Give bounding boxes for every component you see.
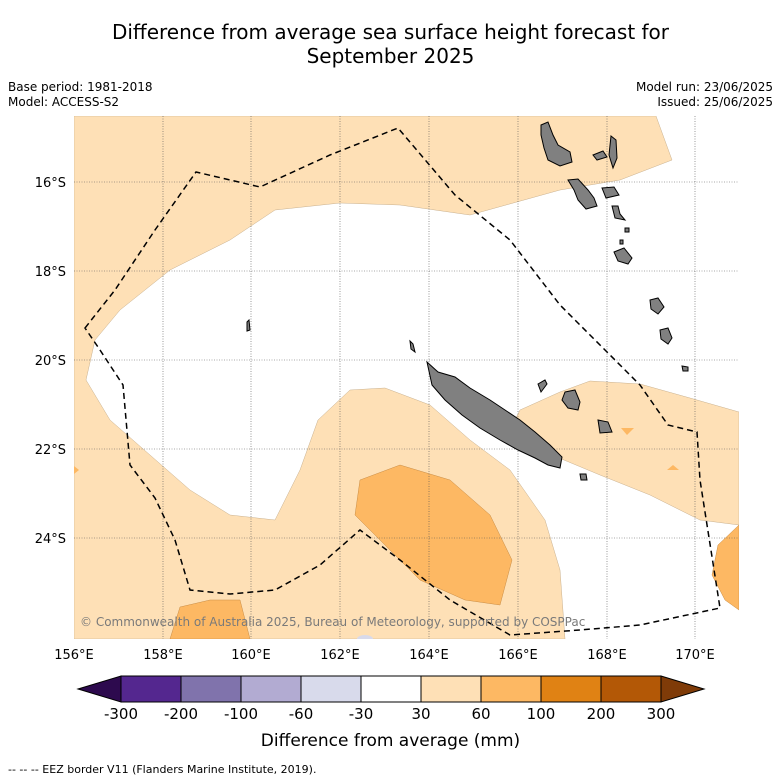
islet-4 — [537, 379, 548, 394]
lat-label-22s: 22°S — [35, 443, 66, 458]
lon-label-166e: 166°E — [498, 648, 538, 663]
colorbar-tick-6: 30 — [411, 705, 431, 723]
vanuatu-island-9 — [659, 327, 673, 345]
islet-3 — [409, 339, 416, 354]
vanuatu-island-3 — [608, 135, 618, 170]
vanuatu-island-2 — [592, 150, 608, 161]
colorbar-bin-5 — [360, 675, 422, 703]
colorbar-tick-8: 100 — [526, 705, 556, 723]
lat-label-20s: 20°S — [35, 354, 66, 369]
anomaly-60-100-south — [169, 599, 251, 639]
lon-label-156e: 156°E — [54, 648, 94, 663]
anomaly-60-100-small-2 — [667, 465, 679, 470]
colorbar-tick-1: -300 — [103, 705, 139, 723]
colorbar-tick-10: 300 — [646, 705, 676, 723]
lon-label-160e: 160°E — [231, 648, 271, 663]
lat-label-24s: 24°S — [35, 532, 66, 547]
colorbar-bin-8 — [540, 675, 602, 703]
loyalty-island-1 — [561, 389, 581, 411]
colorbar-tick-9: 200 — [586, 705, 616, 723]
lat-label-18s: 18°S — [35, 265, 66, 280]
colorbar-bin-6 — [420, 675, 482, 703]
lon-label-164e: 164°E — [409, 648, 449, 663]
vanuatu-island-6 — [611, 205, 627, 221]
anomaly-60-100-small-3 — [74, 466, 79, 474]
title-line-1: Difference from average sea surface heig… — [111, 20, 670, 44]
base-period-text: Base period: 1981-2018 — [8, 80, 153, 94]
colorbar-tick-7: 60 — [471, 705, 491, 723]
colorbar-bin-9 — [600, 675, 662, 703]
colorbar-tick-3: -100 — [223, 705, 259, 723]
map-area: © Commonwealth of Australia 2025, Bureau… — [74, 116, 739, 639]
vanuatu-island-1 — [540, 121, 573, 167]
anomaly-negative-small — [357, 635, 373, 639]
colorbar-bin-4 — [300, 675, 362, 703]
colorbar-tick-4: -60 — [288, 705, 314, 723]
islet-2 — [246, 318, 251, 332]
colorbar-bin-7 — [480, 675, 542, 703]
title-line-2: September 2025 — [306, 44, 475, 68]
colorbar — [76, 675, 706, 703]
anomaly-60-100-small-1 — [621, 428, 634, 435]
loyalty-island-2 — [597, 419, 613, 434]
anomaly-60-100-east — [711, 524, 739, 611]
vanuatu-island-8 — [649, 297, 665, 315]
issued-text: Issued: 25/06/2025 — [657, 95, 773, 109]
colorbar-bin-2 — [180, 675, 242, 703]
meta-left: Base period: 1981-2018 Model: ACCESS-S2 — [8, 80, 153, 110]
colorbar-extend-high — [660, 675, 706, 703]
longitude-labels: 156°E 158°E 160°E 162°E 164°E 166°E 168°… — [54, 648, 715, 663]
lon-label-168e: 168°E — [587, 648, 627, 663]
meta-right: Model run: 23/06/2025 Issued: 25/06/2025 — [636, 80, 773, 110]
landmasses — [246, 121, 689, 481]
islet-5 — [624, 227, 630, 233]
colorbar-bin-3 — [240, 675, 302, 703]
colorbar-tick-2: -200 — [163, 705, 199, 723]
islet-6 — [619, 239, 624, 245]
colorbar-bin-1 — [120, 675, 182, 703]
lon-label-158e: 158°E — [143, 648, 183, 663]
colorbar-tick-5: -30 — [348, 705, 374, 723]
model-run-text: Model run: 23/06/2025 — [635, 80, 773, 94]
anomaly-60-100-center — [354, 464, 513, 606]
vanuatu-island-4 — [567, 178, 598, 210]
anomaly-30-60-north — [74, 116, 673, 639]
lat-label-16s: 16°S — [35, 176, 66, 191]
vanuatu-island-5 — [601, 186, 620, 199]
eez-legend-text: -- -- -- EEZ border V11 (Flanders Marine… — [8, 763, 317, 776]
new-caledonia-island — [426, 360, 563, 469]
vanuatu-island-7 — [613, 247, 633, 265]
lon-label-162e: 162°E — [320, 648, 360, 663]
latitude-labels: 16°S 18°S 20°S 22°S 24°S — [35, 176, 66, 547]
attribution-text: © Commonwealth of Australia 2025, Bureau… — [80, 615, 585, 629]
gridlines — [74, 116, 739, 639]
loyalty-island-3 — [579, 473, 588, 481]
lon-label-170e: 170°E — [675, 648, 715, 663]
model-text: Model: ACCESS-S2 — [8, 95, 120, 109]
colorbar-title: Difference from average (mm) — [260, 731, 521, 751]
map-title: Difference from average sea surface heig… — [0, 20, 781, 68]
islet-1 — [681, 365, 689, 372]
colorbar-extend-low — [76, 675, 122, 703]
